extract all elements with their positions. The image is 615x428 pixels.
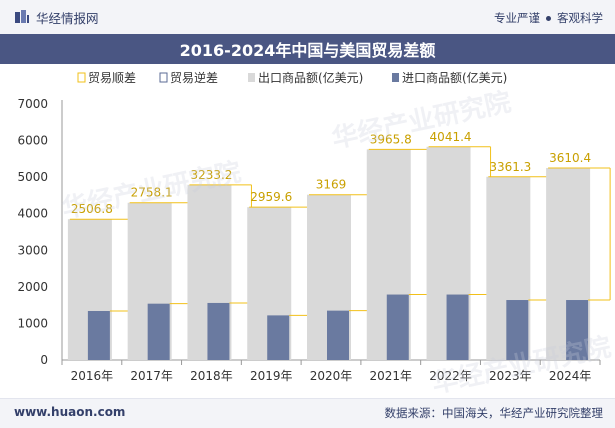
surplus-data-label: 3233.2 [190, 168, 232, 182]
slogan: 专业严谨 客观科学 [494, 10, 603, 26]
surplus-data-label: 3169 [316, 178, 347, 192]
y-tick-label: 6000 [17, 134, 48, 148]
surplus-data-label: 4041.4 [430, 130, 472, 144]
x-tick-label: 2020年 [310, 369, 353, 383]
brand-name: 华经情报网 [36, 10, 99, 26]
legend-swatch-icon [248, 73, 255, 82]
import-bar [87, 310, 110, 360]
surplus-data-label: 3361.3 [489, 160, 531, 174]
y-tick-label: 0 [40, 353, 48, 367]
title-bar: 2016-2024年中国与美国贸易差额 [0, 34, 615, 64]
slogan-right: 客观科学 [557, 11, 603, 25]
huajing-logo-icon [15, 10, 29, 23]
slogan-left: 专业严谨 [494, 11, 540, 25]
surplus-data-label: 2758.1 [131, 186, 173, 200]
surplus-data-label: 3610.4 [549, 151, 591, 165]
separator-dot-icon [546, 15, 551, 21]
import-bar [386, 294, 409, 360]
legend-swatch-icon [159, 72, 168, 83]
legend-swatch-icon [77, 72, 86, 83]
chart-area: 贸易顺差 贸易逆差 出口商品额(亿美元) 进口商品额(亿美元) 0 1000 2000 300… [17, 70, 611, 383]
surplus-data-label: 3965.8 [370, 132, 412, 146]
surplus-data-label: 2959.6 [250, 190, 292, 204]
x-tick-label: 2024年 [549, 369, 592, 383]
legend-label: 贸易顺差 [88, 71, 136, 85]
x-tick-label: 2023年 [489, 369, 532, 383]
x-tick-label: 2018年 [190, 369, 233, 383]
import-bar [506, 300, 529, 360]
x-tick-label: 2016年 [71, 369, 114, 383]
top-bar: 华经情报网 专业严谨 客观科学 [0, 0, 615, 35]
chart-title: 2016-2024年中国与美国贸易差额 [179, 41, 436, 60]
legend-label: 出口商品额(亿美元) [258, 70, 363, 85]
import-bar [446, 294, 469, 360]
y-tick-label: 4000 [17, 207, 48, 221]
y-tick-label: 3000 [17, 243, 48, 257]
y-tick-label: 7000 [17, 97, 48, 111]
y-tick-label: 1000 [17, 316, 48, 330]
x-tick-label: 2021年 [370, 369, 413, 383]
import-bar [147, 303, 170, 360]
import-bar [207, 302, 230, 360]
import-bar [327, 310, 349, 360]
brand[interactable]: 华经情报网 [14, 8, 99, 26]
y-tick-label: 2000 [17, 280, 48, 294]
surplus-data-label: 2506.8 [71, 202, 113, 216]
data-source: 数据来源：中国海关，华经产业研究院整理 [384, 406, 604, 420]
legend-label: 进口商品额(亿美元) [402, 70, 507, 85]
y-tick-label: 5000 [17, 170, 48, 184]
import-bar [267, 315, 290, 360]
legend-label: 贸易逆差 [170, 70, 218, 85]
x-tick-label: 2017年 [130, 369, 173, 383]
x-tick-label: 2019年 [250, 369, 293, 383]
site-url[interactable]: www.huaon.com [14, 405, 126, 419]
x-tick-label: 2022年 [429, 369, 472, 383]
import-bar [566, 300, 589, 360]
footer: www.huaon.com 数据来源：中国海关，华经产业研究院整理 [0, 398, 615, 428]
legend-swatch-icon [392, 73, 399, 82]
